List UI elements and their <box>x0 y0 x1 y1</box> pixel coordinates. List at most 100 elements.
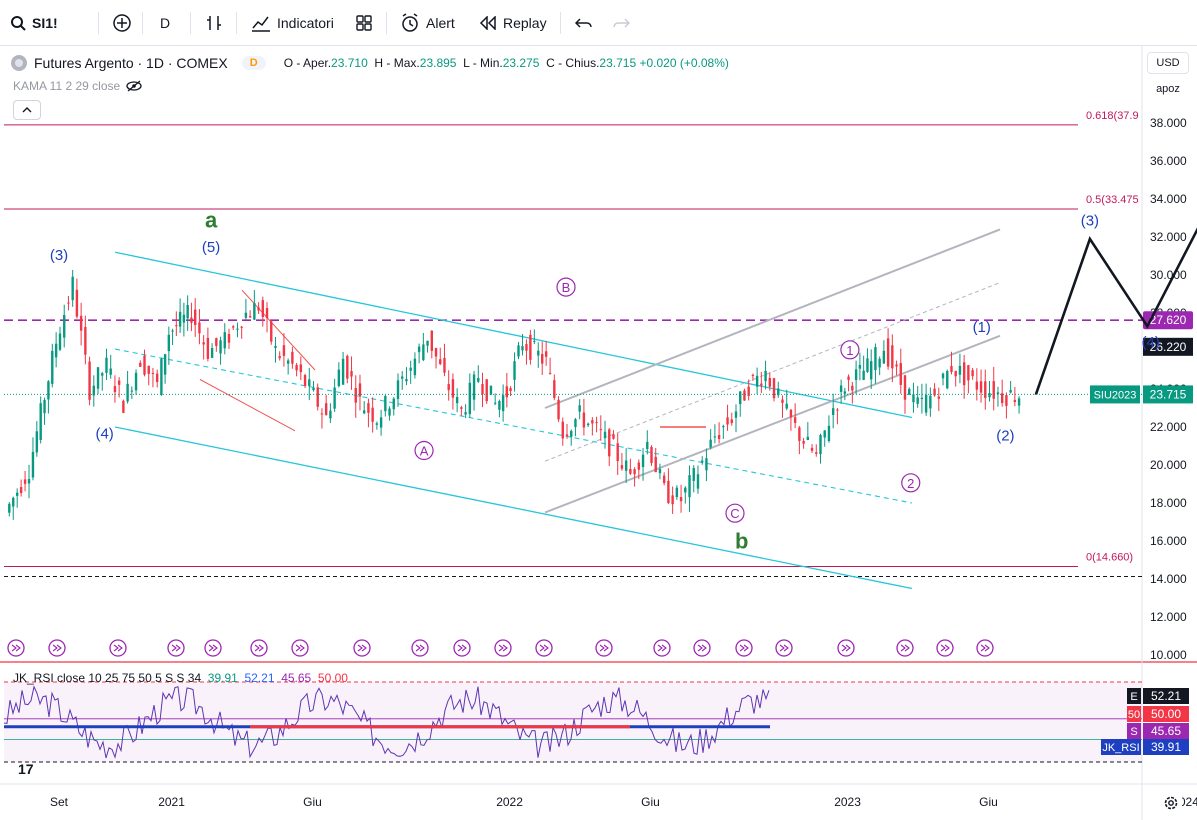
candle-body <box>27 479 31 484</box>
candle-body <box>823 430 826 438</box>
high-value: 23.895 <box>419 56 457 70</box>
candle-body <box>591 420 594 424</box>
x-tick-label: Set <box>50 795 69 809</box>
candle-body <box>75 289 79 317</box>
close-label: C - Chius. <box>546 56 600 70</box>
rsi-value-3: 45.65 <box>281 671 312 685</box>
alert-button[interactable]: Alert <box>394 8 461 38</box>
candle-body <box>920 397 924 400</box>
candle-body <box>755 375 759 387</box>
interval-button[interactable]: D <box>154 8 176 38</box>
chart-settings-button[interactable] <box>1160 793 1182 813</box>
candle-body <box>517 345 520 357</box>
candle-body <box>405 378 408 382</box>
market-status-badge[interactable]: D <box>241 56 266 70</box>
candle-body <box>874 347 877 370</box>
candle-body <box>350 371 353 377</box>
high-label: H - Max. <box>374 56 420 70</box>
wave-label-circle <box>725 503 745 523</box>
candle-body <box>88 361 91 400</box>
candle-body <box>312 387 315 391</box>
compare-button[interactable] <box>106 8 138 38</box>
candle-body <box>599 429 602 431</box>
last-price-tag <box>1143 385 1193 404</box>
alarm-clock-icon <box>400 13 420 33</box>
candle-body <box>363 410 366 414</box>
candle-body <box>151 373 155 375</box>
rsi-legend[interactable]: JK_RSI close 10 25 75 50 5 S S 34 39.91 … <box>13 671 348 685</box>
candle-body <box>937 396 940 399</box>
low-label: L - Min. <box>463 56 503 70</box>
candle-body <box>772 378 776 399</box>
candle-body <box>295 364 298 371</box>
undo-button[interactable] <box>569 8 599 38</box>
candle-body <box>130 390 134 392</box>
candle-body <box>705 458 708 471</box>
candle-body <box>916 397 919 404</box>
grid-icon <box>355 14 373 32</box>
candle-body <box>23 479 27 484</box>
symbol-search[interactable]: SI1! <box>4 8 124 38</box>
candle-body <box>847 376 850 380</box>
toolbar-divider <box>236 12 237 34</box>
candle-body <box>908 388 911 395</box>
candle-body <box>513 361 516 380</box>
candle-body <box>19 487 23 494</box>
wave-label: b <box>735 529 748 554</box>
candle-body <box>882 350 886 364</box>
replay-button[interactable]: Replay <box>473 8 553 38</box>
candle-body <box>413 358 417 376</box>
candle-body <box>299 364 303 373</box>
candle-body <box>734 411 738 418</box>
kama-legend[interactable]: KAMA 11 2 29 close <box>13 79 142 93</box>
currency-label: USD <box>1156 57 1180 69</box>
candle-body <box>384 395 387 412</box>
rewind-icon <box>479 16 497 30</box>
event-marker-arrow <box>779 644 789 652</box>
candle-body <box>426 340 429 346</box>
collapse-legend-button[interactable] <box>13 100 41 120</box>
event-marker-arrow <box>539 644 549 652</box>
alert-label: Alert <box>426 15 455 31</box>
candle-body <box>261 300 264 317</box>
candle-body <box>333 387 336 409</box>
unit-button[interactable]: apoz <box>1147 78 1189 100</box>
candle-body <box>958 365 962 375</box>
candle-body <box>232 326 235 328</box>
candle-body <box>561 421 564 439</box>
candle-body <box>198 322 201 334</box>
candle-body <box>477 378 480 382</box>
candle-body <box>933 388 936 396</box>
candle-body <box>806 436 810 440</box>
event-marker-arrow <box>599 644 609 652</box>
indicators-button[interactable]: Indicatori <box>245 8 340 38</box>
candle-body <box>202 342 205 345</box>
y-tick-label: 32.000 <box>1150 230 1187 244</box>
dashed-level-value: 27.620 <box>1150 313 1187 327</box>
wave-label: (5) <box>202 239 220 256</box>
candle-body <box>633 469 636 475</box>
candle-body <box>282 345 286 356</box>
currency-button[interactable]: USD <box>1147 52 1189 74</box>
channel-mid-line <box>114 348 913 504</box>
last-price-value: 23.715 <box>1150 387 1187 401</box>
candle-body <box>751 374 755 377</box>
candle-body <box>206 337 210 359</box>
candle-body <box>109 368 112 375</box>
layouts-button[interactable] <box>349 8 379 38</box>
candle-body <box>996 392 1000 395</box>
chart-title[interactable]: Futures Argento · 1D · COMEX <box>34 55 228 71</box>
candle-body <box>71 276 74 301</box>
redo-button[interactable] <box>606 8 636 38</box>
candle-body <box>541 354 544 364</box>
candle-body <box>988 393 991 398</box>
rsi-tag-label: JK_RSI <box>1102 742 1139 754</box>
chart-type-button[interactable] <box>199 8 229 38</box>
candle-body <box>692 468 695 481</box>
eye-off-icon[interactable] <box>126 80 142 92</box>
wave-label: a <box>205 208 218 233</box>
event-marker-arrow <box>900 644 910 652</box>
candle-body <box>92 385 95 396</box>
candle-body <box>802 440 805 444</box>
